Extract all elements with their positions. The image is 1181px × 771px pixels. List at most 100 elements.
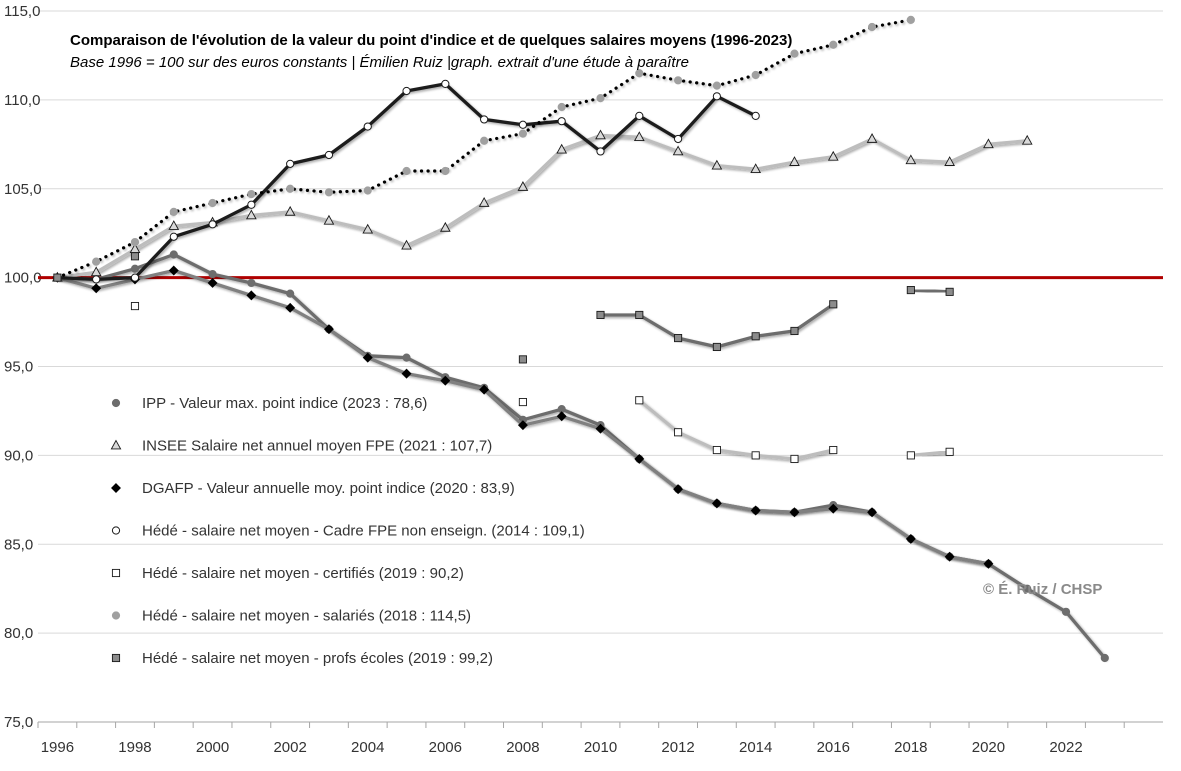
- data-point: [518, 355, 527, 364]
- legend-marker: [111, 398, 121, 408]
- data-point: [829, 40, 838, 49]
- data-point: [712, 445, 721, 455]
- legend-item: Hédé - salaire net moyen - Cadre FPE non…: [94, 523, 585, 540]
- data-point: [441, 79, 450, 88]
- series-layer: [52, 15, 1109, 663]
- data-point: [906, 286, 915, 295]
- chart-header: Comparaison de l'évolution de la valeur …: [70, 32, 792, 71]
- legend: IPP - Valeur max. point indice (2023 : 7…: [94, 395, 585, 667]
- x-tick-label: 2020: [972, 739, 1005, 756]
- data-point: [53, 273, 62, 282]
- data-point: [712, 342, 721, 351]
- data-point: [790, 326, 799, 336]
- data-point: [130, 302, 140, 311]
- data-point: [518, 398, 527, 407]
- data-point: [944, 156, 955, 166]
- chart-title: Comparaison de l'évolution de la valeur …: [70, 32, 792, 49]
- data-point: [92, 275, 101, 284]
- data-point: [635, 69, 644, 78]
- data-point: [1100, 653, 1109, 663]
- data-point: [596, 93, 605, 103]
- data-point: [828, 503, 839, 514]
- data-point: [286, 289, 295, 298]
- data-point: [751, 70, 760, 80]
- data-point: [401, 239, 412, 250]
- data-point: [169, 207, 178, 216]
- x-tick-label: 2012: [661, 739, 694, 756]
- data-point: [906, 15, 915, 24]
- legend-label: IPP - Valeur max. point indice (2023 : 7…: [142, 395, 427, 412]
- data-point: [402, 166, 411, 176]
- y-tick-label: 115,0: [4, 3, 40, 20]
- legend-marker: [110, 439, 122, 450]
- data-point: [983, 558, 994, 569]
- legend-item: IPP - Valeur max. point indice (2023 : 7…: [94, 395, 427, 412]
- data-point: [557, 102, 566, 112]
- data-point: [168, 220, 180, 230]
- legend-label: Hédé - salaire net moyen - salariés (201…: [142, 608, 471, 625]
- data-point: [91, 283, 102, 294]
- series-6: [53, 15, 915, 282]
- data-point: [789, 507, 800, 518]
- y-tick-label: 100,0: [4, 270, 42, 287]
- legend-item: Hédé - salaire net moyen - profs écoles …: [94, 650, 493, 667]
- x-tick-label: 2014: [739, 739, 772, 756]
- data-point: [595, 423, 606, 434]
- axes: 75,0 80,0 85,0 90,0 95,0 100,0 105,0 110,0 115,0…: [4, 3, 1163, 756]
- data-point: [207, 277, 218, 288]
- data-point: [829, 445, 838, 455]
- x-tick-label: 2004: [351, 739, 384, 756]
- legend-label: INSEE Salaire net annuel moyen FPE (2021…: [142, 438, 492, 455]
- series-7: [53, 252, 954, 364]
- credit-text: © É. Ruiz / CHSP: [983, 581, 1102, 598]
- data-point: [246, 209, 257, 220]
- x-tick-label: 2016: [817, 739, 850, 756]
- data-point: [324, 150, 334, 160]
- data-point: [790, 49, 799, 58]
- data-point: [362, 352, 373, 363]
- data-point: [324, 188, 334, 197]
- data-point: [402, 86, 411, 96]
- data-point: [208, 198, 217, 208]
- data-point: [712, 92, 721, 101]
- data-point: [247, 278, 256, 288]
- data-point: [556, 143, 568, 154]
- data-point: [945, 287, 954, 296]
- data-point: [517, 420, 528, 431]
- series-line: [909, 288, 952, 294]
- data-point: [480, 115, 489, 124]
- data-point: [284, 205, 296, 216]
- data-point: [634, 453, 645, 464]
- data-point: [635, 111, 644, 120]
- x-tick-label: 2022: [1049, 739, 1082, 756]
- data-point: [789, 156, 800, 166]
- data-point: [518, 129, 528, 138]
- legend-item: INSEE Salaire net annuel moyen FPE (2021…: [94, 438, 492, 455]
- data-point: [130, 252, 140, 261]
- legend-marker: [111, 653, 121, 663]
- data-point: [595, 129, 606, 140]
- data-point: [827, 150, 839, 161]
- data-point: [517, 181, 529, 191]
- data-point: [168, 265, 179, 276]
- data-point: [596, 310, 605, 320]
- data-point: [596, 147, 605, 156]
- data-point: [866, 133, 878, 143]
- data-point: [363, 122, 372, 131]
- legend-marker: [111, 611, 121, 620]
- data-point: [673, 134, 683, 144]
- series-4: [53, 79, 760, 284]
- data-point: [751, 332, 760, 341]
- x-tick-label: 1998: [118, 739, 151, 756]
- data-point: [363, 186, 372, 195]
- data-point: [711, 498, 722, 509]
- x-tick-label: 1996: [41, 739, 74, 756]
- data-point: [1061, 607, 1071, 616]
- data-point: [479, 384, 490, 395]
- data-point: [711, 159, 723, 170]
- y-tick-label: 105,0: [4, 181, 42, 198]
- data-point: [208, 220, 217, 229]
- legend-label: Hédé - salaire net moyen - profs écoles …: [142, 650, 493, 667]
- data-point: [285, 302, 296, 313]
- data-point: [944, 551, 955, 562]
